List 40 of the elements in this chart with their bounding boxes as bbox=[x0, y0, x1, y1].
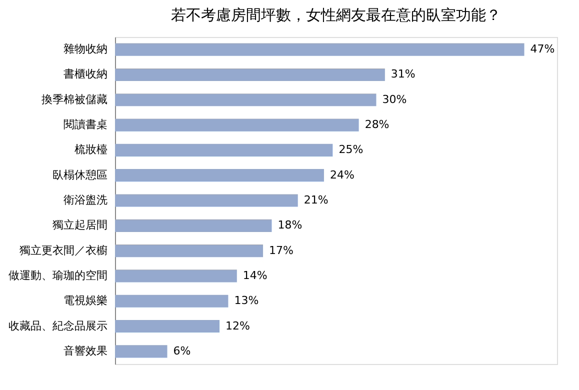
bar bbox=[115, 68, 385, 82]
data-label: 6% bbox=[173, 344, 191, 358]
y-tick-label: 音響效果 bbox=[64, 344, 108, 358]
y-tick-label: 梳妝檯 bbox=[74, 143, 108, 156]
bar bbox=[115, 244, 264, 258]
bar bbox=[115, 194, 298, 207]
y-tick-label: 換季棉被儲藏 bbox=[42, 92, 108, 106]
y-tick-label: 電視娛樂 bbox=[64, 294, 108, 308]
chart-title: 若不考慮房間坪數，女性網友最在意的臥室功能？ bbox=[171, 6, 501, 24]
data-label: 18% bbox=[278, 218, 302, 232]
data-label: 21% bbox=[304, 194, 328, 206]
data-label: 13% bbox=[234, 294, 259, 308]
y-tick-label: 臥榻休憩區 bbox=[52, 168, 108, 182]
y-tick-label: 獨立更衣間／衣櫥 bbox=[20, 244, 108, 257]
y-tick-label: 雜物收納 bbox=[64, 42, 108, 56]
data-label: 17% bbox=[269, 244, 294, 257]
data-label: 14% bbox=[242, 268, 268, 282]
data-label: 25% bbox=[338, 143, 364, 156]
y-tick-label: 衛浴盥洗 bbox=[64, 194, 108, 206]
y-tick-label: 閱讀書桌 bbox=[64, 118, 108, 132]
data-label: 28% bbox=[364, 118, 390, 132]
bar bbox=[115, 118, 359, 132]
y-tick-label: 獨立起居間 bbox=[52, 218, 108, 232]
data-label: 47% bbox=[530, 42, 555, 56]
bar bbox=[115, 94, 376, 106]
y-tick-label: 書櫃收納 bbox=[64, 68, 108, 81]
bar bbox=[115, 320, 220, 333]
bar bbox=[115, 169, 324, 182]
bar bbox=[115, 43, 524, 56]
bar bbox=[115, 294, 228, 308]
bar bbox=[115, 270, 237, 282]
y-tick-label: 收藏品、紀念品展示 bbox=[8, 319, 108, 332]
data-label: 30% bbox=[382, 92, 407, 106]
bar bbox=[115, 144, 333, 156]
data-label: 31% bbox=[390, 68, 416, 81]
y-tick-label: 做運動、瑜珈的空間 bbox=[8, 268, 108, 282]
data-label: 24% bbox=[330, 168, 354, 182]
bar bbox=[115, 219, 272, 232]
bar bbox=[115, 345, 168, 358]
data-label: 12% bbox=[225, 319, 250, 332]
